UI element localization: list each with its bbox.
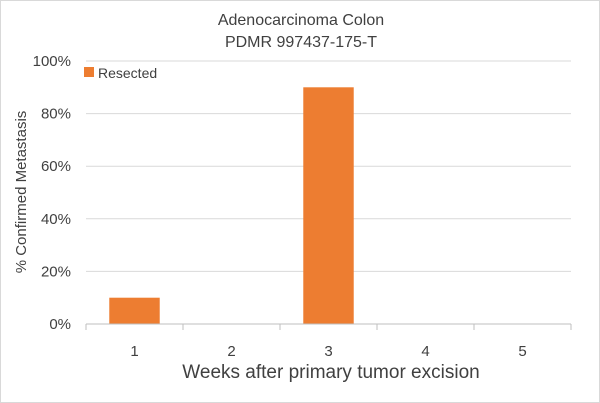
legend-label-resected: Resected: [98, 65, 157, 81]
x-tick-label: 4: [421, 343, 429, 360]
legend-swatch-resected: [84, 67, 94, 77]
y-tick-label: 60%: [41, 158, 71, 175]
x-axis-ticks: 1 2 3 4 5: [85, 324, 572, 360]
bars: [109, 87, 354, 324]
chart-title-line-1: Adenocarcinoma Colon: [218, 12, 384, 29]
bar-week-3: [303, 87, 354, 324]
x-tick-label: 1: [130, 343, 138, 360]
y-tick-label: 100%: [33, 53, 71, 70]
x-tick-label: 2: [227, 343, 235, 360]
y-tick-label: 0%: [49, 316, 71, 333]
chart-title-line-2: PDMR 997437-175-T: [225, 34, 377, 51]
x-axis-title: Weeks after primary tumor excision: [182, 362, 479, 383]
y-tick-label: 20%: [41, 263, 71, 280]
y-axis-title: % Confirmed Metastasis: [13, 111, 30, 274]
x-tick-label: 5: [518, 343, 526, 360]
legend: Resected: [84, 65, 157, 81]
x-tick-label: 3: [324, 343, 332, 360]
bar-week-1: [109, 297, 160, 324]
y-tick-label: 80%: [41, 106, 71, 123]
y-axis-ticks: 0% 20% 40% 60% 80% 100%: [33, 53, 71, 333]
y-tick-label: 40%: [41, 211, 71, 228]
